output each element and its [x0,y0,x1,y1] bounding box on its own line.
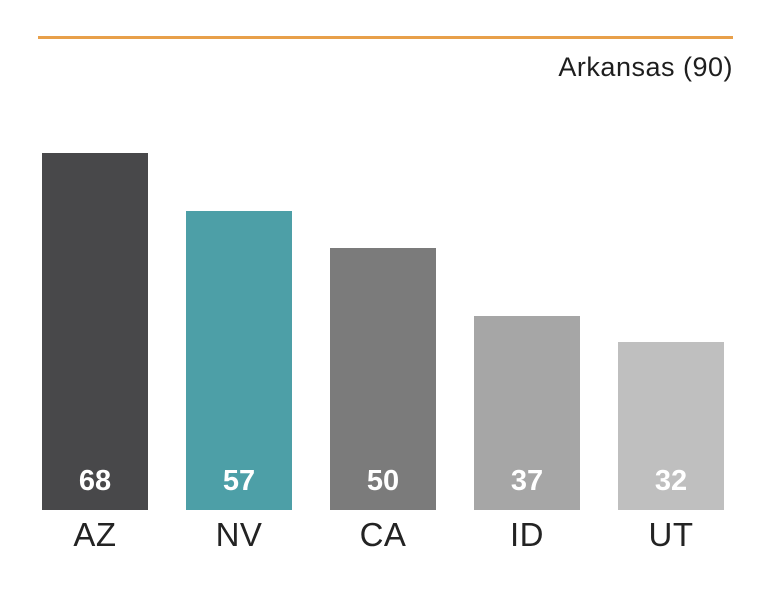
x-axis-label: AZ [73,515,117,553]
reference-line-label: Arkansas (90) [558,52,733,82]
bar-group: 37 ID [474,316,580,559]
bar-value-label: 50 [366,465,400,497]
bar-value-label: 32 [654,465,688,497]
x-axis-label: CA [359,515,407,553]
plot-area: 68 AZ 57 NV 50 CA 37 ID 32 UT [42,38,724,559]
bar-value-label: 37 [510,465,544,497]
x-axis-label: UT [648,515,694,553]
bar: 32 [618,342,724,510]
x-axis-label: ID [510,515,544,553]
bar-group: 32 UT [618,342,724,559]
bar: 68 [42,153,148,510]
x-axis-label: NV [215,515,263,553]
bar-group: 50 CA [330,248,436,559]
bar: 50 [330,248,436,510]
bar: 37 [474,316,580,510]
bar-value-label: 57 [222,465,256,497]
bar-group: 57 NV [186,211,292,559]
reference-line [38,36,733,39]
bar-group: 68 AZ [42,153,148,559]
bar: 57 [186,211,292,510]
bar-value-label: 68 [78,465,112,497]
